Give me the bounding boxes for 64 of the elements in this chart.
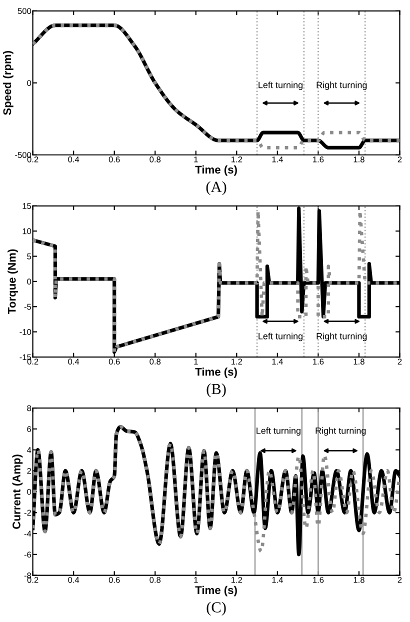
x-tick-label: 1.2	[232, 576, 242, 583]
text: (C)	[206, 602, 226, 616]
y-tick-label: 8	[27, 405, 32, 412]
annotation: Right turning	[316, 332, 367, 342]
y-tick-label: -6	[24, 552, 32, 558]
y-axis-title: Speed (rpm)	[2, 51, 14, 115]
x-axis-title: Time (s)	[195, 368, 237, 378]
x-tick-label: 0.8	[150, 358, 161, 365]
text: (B)	[206, 383, 226, 398]
x-tick-label: 0.2	[27, 576, 38, 583]
y-tick-label: -5	[24, 304, 32, 310]
x-tick-label: 2	[398, 358, 402, 364]
y-tick-label: 0	[27, 80, 32, 86]
y-tick-label: 0	[27, 488, 32, 495]
x-tick-label: 1.8	[354, 358, 364, 365]
x-tick-label: 1.2	[232, 156, 242, 162]
x-tick-label: 1.6	[313, 576, 324, 583]
x-tick-label: 1.6	[313, 358, 324, 365]
annotation: Right turning	[316, 82, 367, 90]
x-tick-label: 0.4	[68, 358, 80, 365]
y-tick-label: 0	[27, 278, 32, 285]
y-tick-label: -8	[24, 572, 32, 578]
y-tick-label: -15	[20, 354, 32, 360]
y-tick-label: 500	[18, 8, 32, 14]
x-tick-label: 0.8	[150, 576, 161, 583]
annotation: Left turning	[258, 332, 302, 342]
x-tick-label: 1	[194, 577, 198, 583]
x-tick-label: 0.4	[68, 156, 80, 162]
text: (A)	[206, 181, 226, 196]
x-tick-label: 2	[398, 576, 402, 583]
annotation: Right turning	[316, 427, 366, 436]
y-axis-title: Current (Amp)	[12, 454, 23, 529]
x-tick-label: 0.6	[108, 576, 120, 583]
y-tick-label: 2	[27, 468, 31, 474]
x-tick-label: 1.4	[272, 358, 283, 364]
x-tick-label: 1.2	[232, 358, 242, 364]
x-axis-title: Time (s)	[195, 165, 237, 176]
x-tick-label: 1.6	[313, 156, 324, 162]
annotation: Left turning	[258, 82, 302, 90]
y-tick-label: -2	[24, 510, 31, 516]
y-tick-label: 15	[22, 203, 32, 209]
y-tick-label: -500	[15, 152, 32, 158]
y-tick-label: 6	[27, 426, 32, 432]
x-tick-label: 1	[194, 156, 198, 162]
x-tick-label: 1.8	[354, 156, 364, 162]
y-axis-title: Torque (Nm)	[8, 249, 18, 314]
y-tick-label: 5	[27, 254, 32, 260]
y-tick-label: -10	[20, 329, 32, 335]
x-tick-label: 1	[194, 358, 198, 364]
y-tick-label: -4	[24, 530, 32, 537]
x-tick-label: 0.2	[27, 358, 38, 365]
x-tick-label: 1.4	[272, 577, 283, 583]
x-tick-label: 0.6	[108, 156, 120, 162]
x-axis-title: Time (s)	[195, 586, 237, 596]
x-tick-label: 0.4	[68, 576, 80, 583]
x-tick-label: 0.6	[108, 358, 120, 365]
x-tick-label: 0.8	[150, 156, 161, 162]
y-tick-label: 4	[26, 447, 32, 453]
annotation: Left turning	[256, 427, 300, 436]
x-tick-label: 2	[398, 156, 402, 162]
x-tick-label: 0.2	[27, 156, 38, 162]
y-tick-label: 10	[22, 228, 32, 234]
x-tick-label: 1.4	[272, 156, 283, 162]
x-tick-label: 1.8	[354, 576, 364, 583]
